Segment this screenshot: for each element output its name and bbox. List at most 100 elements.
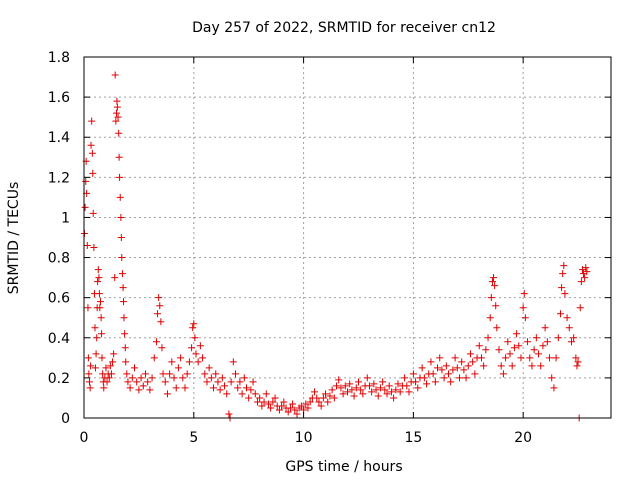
- axis-ticks: 0 0.2 0.4 0.6 0.8 1 1.2 1.4 1.6 1.8 0 5 10 15 20: [48, 50, 611, 446]
- data-point: [440, 374, 448, 382]
- data-point: [405, 388, 413, 396]
- data-point: [123, 370, 131, 378]
- data-point: [381, 386, 389, 394]
- data-point: [203, 378, 211, 386]
- data-point: [121, 330, 129, 338]
- data-point: [583, 268, 591, 276]
- data-point: [394, 380, 402, 388]
- data-point: [194, 358, 202, 366]
- data-point: [179, 374, 187, 382]
- data-point: [131, 364, 139, 372]
- data-point: [447, 378, 455, 386]
- data-point: [324, 398, 332, 406]
- data-point: [218, 374, 226, 382]
- data-point: [112, 117, 120, 125]
- data-point: [317, 402, 325, 410]
- data-point: [170, 374, 178, 382]
- data-point: [86, 384, 94, 392]
- data-point: [401, 374, 409, 382]
- data-point: [341, 382, 349, 390]
- data-point: [385, 382, 393, 390]
- data-point: [158, 344, 166, 352]
- data-point: [289, 400, 297, 408]
- data-point: [105, 374, 113, 382]
- data-point: [311, 388, 319, 396]
- y-tick-label: 0: [61, 411, 70, 427]
- data-point: [420, 374, 428, 382]
- data-point: [154, 310, 162, 318]
- data-point: [359, 390, 367, 398]
- data-point: [491, 282, 499, 290]
- data-point: [493, 324, 501, 332]
- data-point: [554, 334, 562, 342]
- data-point: [159, 370, 167, 378]
- data-point: [495, 346, 503, 354]
- data-point: [205, 364, 213, 372]
- data-point: [484, 334, 492, 342]
- data-point: [471, 370, 479, 378]
- data-point: [475, 342, 483, 350]
- data-point: [383, 390, 391, 398]
- data-point: [120, 298, 128, 306]
- y-tick-label: 0.2: [48, 371, 70, 387]
- data-point: [306, 398, 314, 406]
- data-point: [238, 390, 246, 398]
- data-point: [117, 234, 125, 241]
- data-point: [87, 362, 95, 370]
- data-point: [582, 264, 590, 272]
- data-point: [524, 338, 532, 346]
- data-point: [139, 382, 147, 390]
- data-point: [548, 374, 556, 382]
- data-point: [275, 406, 283, 414]
- data-point: [337, 384, 345, 392]
- data-point: [390, 394, 398, 402]
- data-point: [199, 354, 207, 362]
- data-point: [210, 384, 218, 392]
- data-point: [106, 362, 114, 370]
- x-tick-label: 20: [514, 430, 532, 446]
- data-point: [409, 370, 417, 378]
- data-point: [515, 342, 523, 350]
- data-point: [326, 392, 334, 400]
- data-point: [118, 270, 126, 278]
- data-point: [520, 290, 528, 298]
- data-point: [85, 378, 93, 386]
- data-point: [350, 392, 358, 400]
- x-tick-label: 10: [295, 430, 313, 446]
- data-point: [92, 350, 100, 358]
- data-point: [563, 314, 571, 322]
- data-point: [372, 386, 380, 394]
- data-point: [269, 398, 277, 406]
- data-point: [163, 390, 171, 398]
- data-point: [429, 370, 437, 378]
- data-point: [487, 294, 495, 302]
- data-point: [363, 374, 371, 382]
- data-point: [480, 362, 488, 370]
- data-point: [403, 382, 411, 390]
- data-point: [177, 354, 185, 362]
- data-point: [365, 382, 373, 390]
- data-point: [118, 254, 126, 262]
- data-point: [91, 324, 99, 332]
- data-point: [89, 209, 97, 217]
- data-point: [477, 354, 485, 362]
- data-point: [510, 344, 518, 352]
- data-point: [280, 398, 288, 406]
- y-tick-label: 0.4: [48, 331, 70, 347]
- data-point: [466, 350, 474, 358]
- data-point: [374, 392, 382, 400]
- data-point: [247, 386, 255, 394]
- data-point: [319, 394, 327, 402]
- data-point: [387, 388, 395, 396]
- data-point: [519, 304, 527, 312]
- data-point: [190, 320, 198, 328]
- data-point: [577, 278, 585, 286]
- data-point: [486, 314, 494, 322]
- data-point: [552, 354, 560, 362]
- data-point: [333, 382, 341, 390]
- data-point: [113, 103, 121, 111]
- data-point: [120, 314, 128, 322]
- data-point: [506, 350, 514, 358]
- data-point: [550, 384, 558, 392]
- data-point: [574, 358, 582, 366]
